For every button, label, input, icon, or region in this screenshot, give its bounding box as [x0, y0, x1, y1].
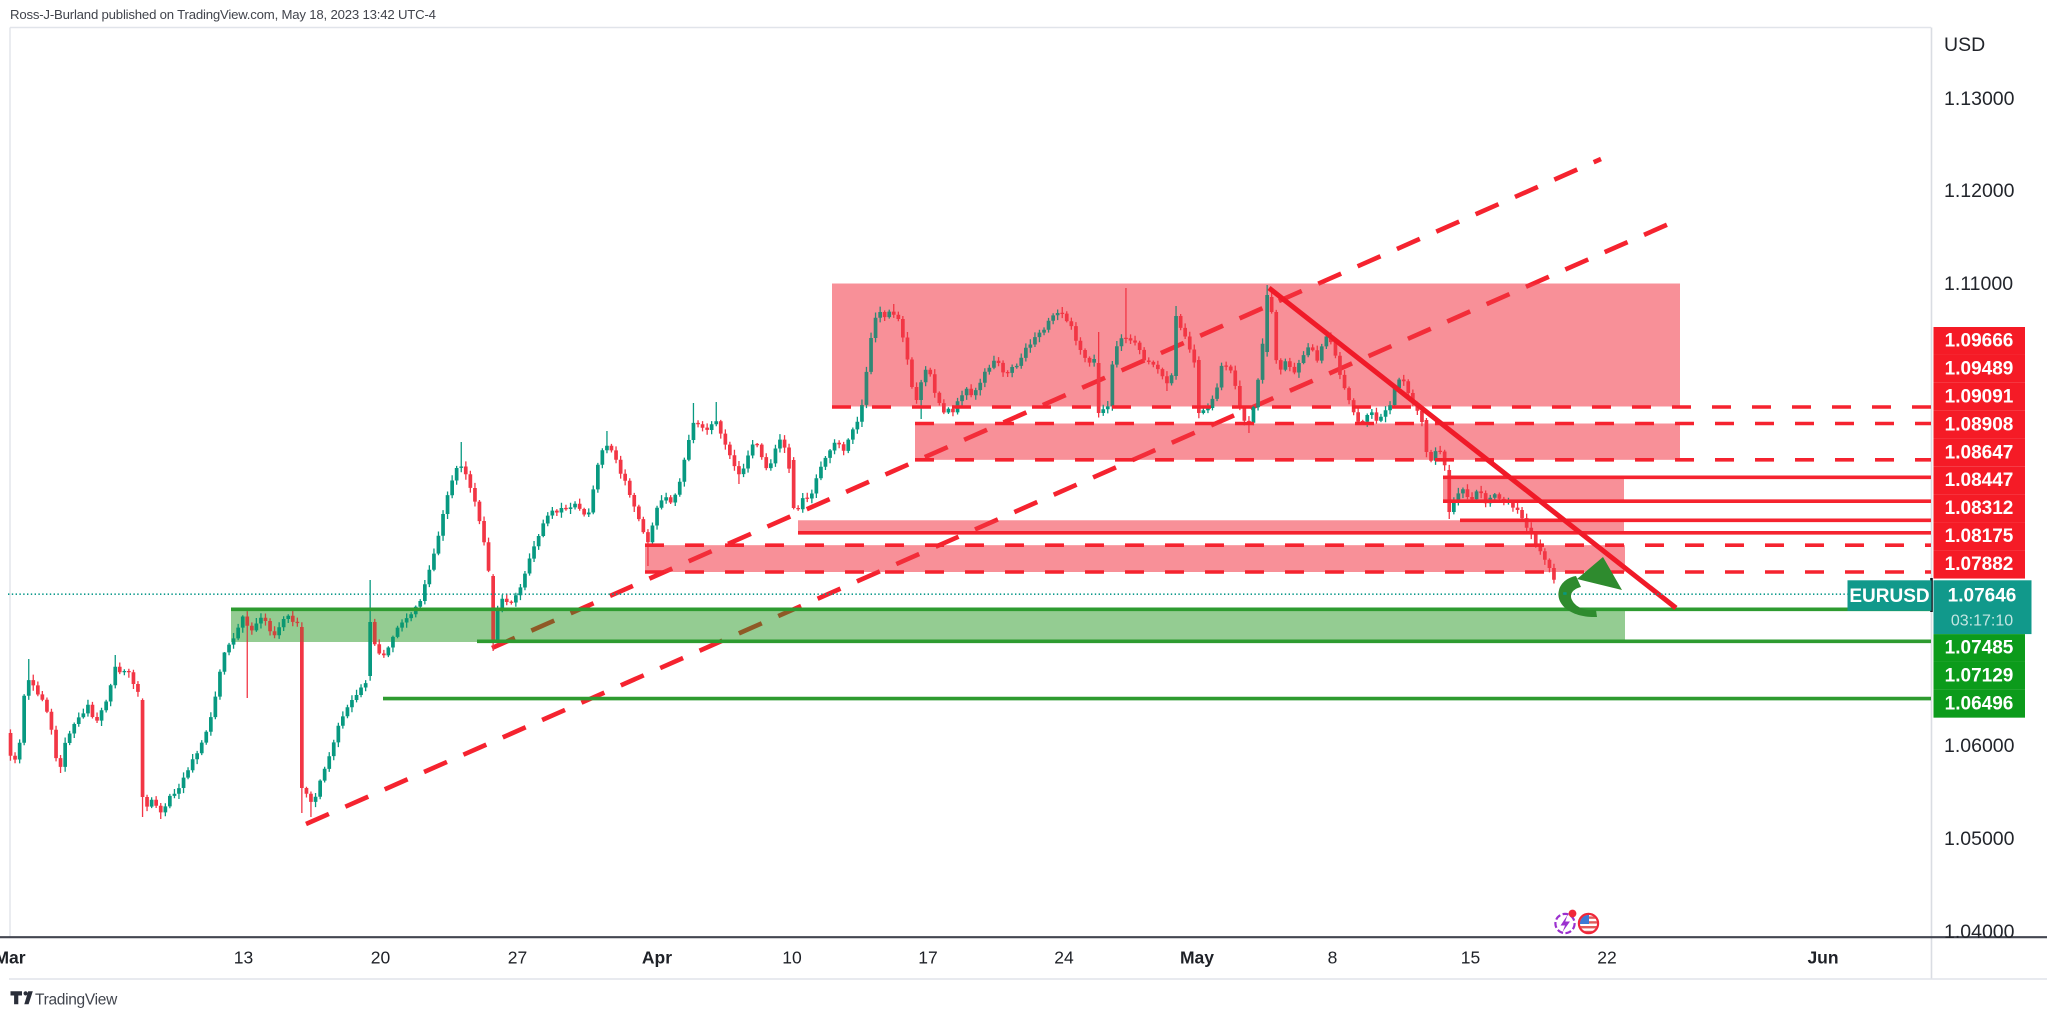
svg-text:1.08908: 1.08908 — [1945, 414, 2014, 435]
svg-text:1.05000: 1.05000 — [1944, 828, 2015, 850]
svg-text:1.04000: 1.04000 — [1944, 921, 2015, 943]
svg-text:May: May — [1180, 948, 1214, 968]
svg-text:13: 13 — [234, 948, 253, 968]
svg-text:24: 24 — [1054, 948, 1074, 968]
svg-text:1.07646: 1.07646 — [1948, 586, 2017, 607]
svg-text:Ross-J-Burland published on Tr: Ross-J-Burland published on TradingView.… — [10, 7, 436, 22]
svg-text:1.08175: 1.08175 — [1945, 526, 2014, 547]
svg-text:1.11000: 1.11000 — [1944, 273, 2013, 295]
svg-text:EURUSD: EURUSD — [1849, 586, 1929, 607]
svg-text:1.12000: 1.12000 — [1944, 180, 2015, 202]
svg-text:03:17:10: 03:17:10 — [1951, 613, 2013, 630]
svg-text:17: 17 — [918, 948, 937, 968]
svg-text:1.07129: 1.07129 — [1945, 666, 2014, 687]
svg-text:22: 22 — [1597, 948, 1616, 968]
svg-text:1.13000: 1.13000 — [1944, 88, 2015, 110]
svg-text:TradingView: TradingView — [35, 992, 118, 1009]
svg-text:1.06000: 1.06000 — [1944, 735, 2015, 757]
svg-text:1.08647: 1.08647 — [1945, 442, 2014, 463]
svg-text:Mar: Mar — [0, 948, 26, 968]
svg-text:1.07882: 1.07882 — [1945, 554, 2014, 575]
svg-text:20: 20 — [371, 948, 391, 968]
svg-text:1.09091: 1.09091 — [1945, 386, 2014, 407]
svg-text:1.06496: 1.06496 — [1945, 693, 2014, 714]
svg-text:10: 10 — [782, 948, 802, 968]
svg-text:1.09666: 1.09666 — [1945, 331, 2014, 352]
svg-text:1.09489: 1.09489 — [1945, 358, 2014, 379]
svg-text:1.07485: 1.07485 — [1945, 638, 2014, 659]
svg-text:USD: USD — [1944, 34, 1985, 56]
svg-text:15: 15 — [1461, 948, 1480, 968]
svg-text:Apr: Apr — [642, 948, 672, 968]
svg-text:8: 8 — [1328, 948, 1338, 968]
svg-text:1.08447: 1.08447 — [1945, 470, 2014, 491]
svg-text:27: 27 — [508, 948, 527, 968]
svg-text:1.08312: 1.08312 — [1945, 498, 2014, 519]
svg-text:Jun: Jun — [1807, 948, 1838, 968]
